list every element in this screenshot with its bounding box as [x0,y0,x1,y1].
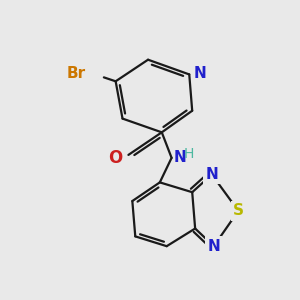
Text: S: S [233,203,244,218]
Text: N: N [206,167,218,182]
Text: O: O [108,149,122,167]
Text: N: N [174,150,186,165]
Text: N: N [207,239,220,254]
Text: N: N [193,66,206,81]
Text: H: H [183,147,194,161]
Text: N: N [193,66,206,81]
Text: Br: Br [67,66,86,81]
